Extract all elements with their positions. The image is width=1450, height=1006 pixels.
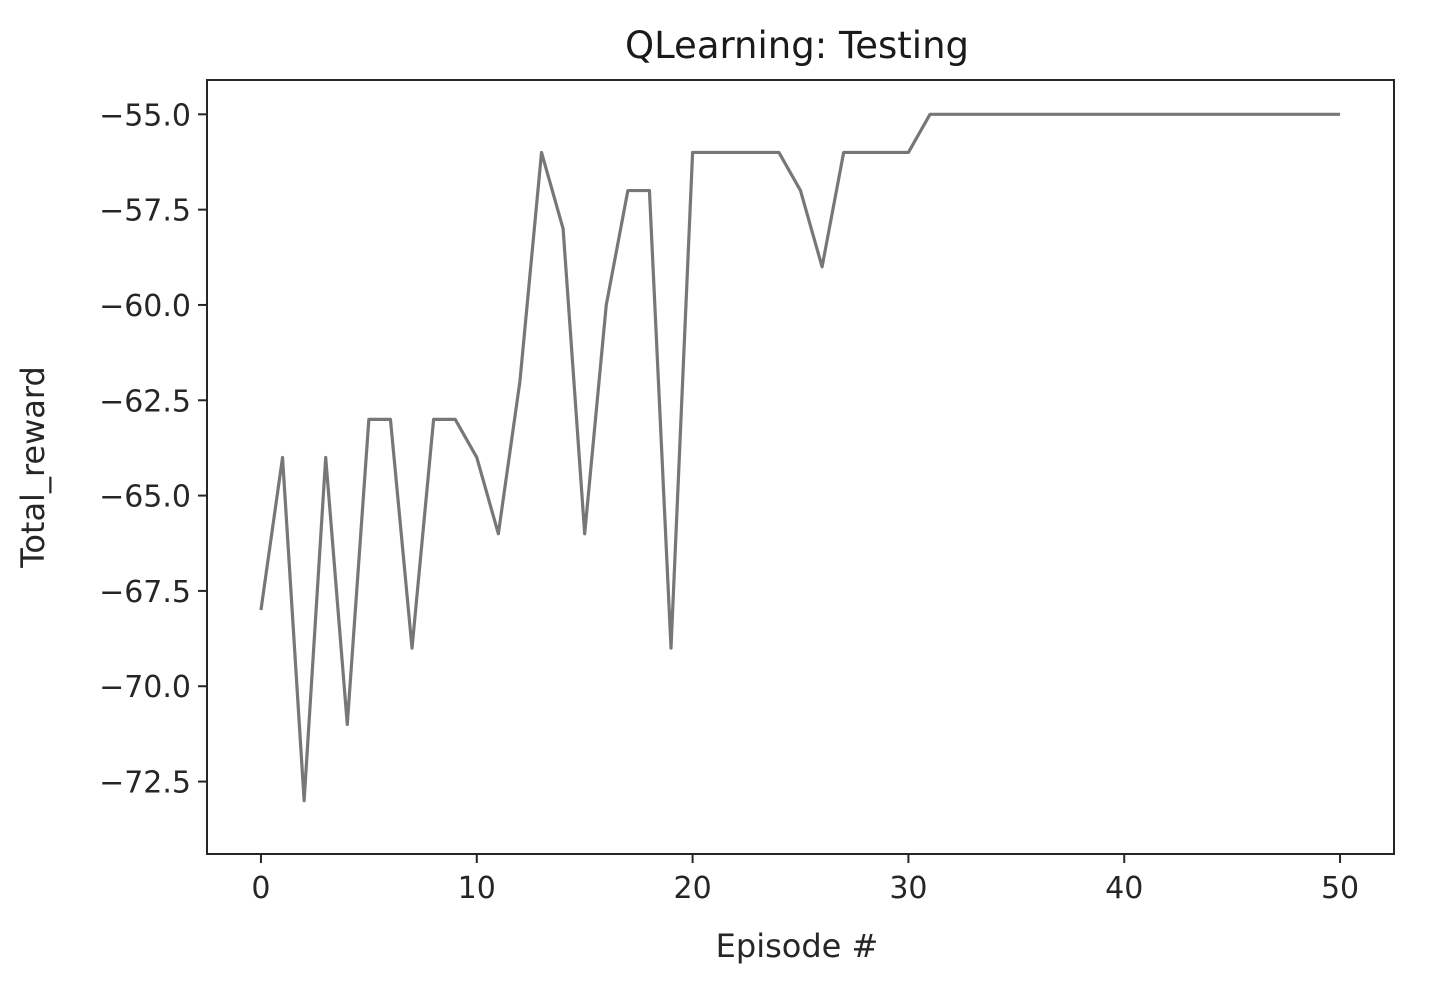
x-tick-label: 40 — [1105, 871, 1143, 906]
y-tick-label: −57.5 — [99, 194, 191, 229]
plot-area — [259, 112, 1341, 803]
y-tick-label: −65.0 — [99, 480, 191, 515]
x-tick-label: 10 — [458, 871, 496, 906]
x-tick-label: 0 — [251, 871, 270, 906]
y-tick-label: −72.5 — [99, 766, 191, 801]
y-axis: −55.0 −57.5 −60.0 −62.5 −65.0 −67.5 −70.0 −72.5 — [99, 98, 207, 801]
x-tick-label: 20 — [673, 871, 711, 906]
chart-title: QLearning: Testing — [625, 24, 969, 67]
x-axis: 0 10 20 30 40 50 — [251, 854, 1359, 906]
y-tick-label: −62.5 — [99, 384, 191, 419]
axes-frame — [206, 79, 1395, 855]
y-tick-label: −70.0 — [99, 670, 191, 705]
y-axis-title: Total_reward — [14, 366, 52, 569]
series-line — [259, 112, 1341, 803]
y-tick-label: −55.0 — [99, 98, 191, 133]
y-tick-label: −60.0 — [99, 289, 191, 324]
y-tick-label: −67.5 — [99, 575, 191, 610]
x-tick-label: 50 — [1321, 871, 1359, 906]
x-tick-label: 30 — [889, 871, 927, 906]
x-axis-title: Episode # — [716, 927, 879, 965]
